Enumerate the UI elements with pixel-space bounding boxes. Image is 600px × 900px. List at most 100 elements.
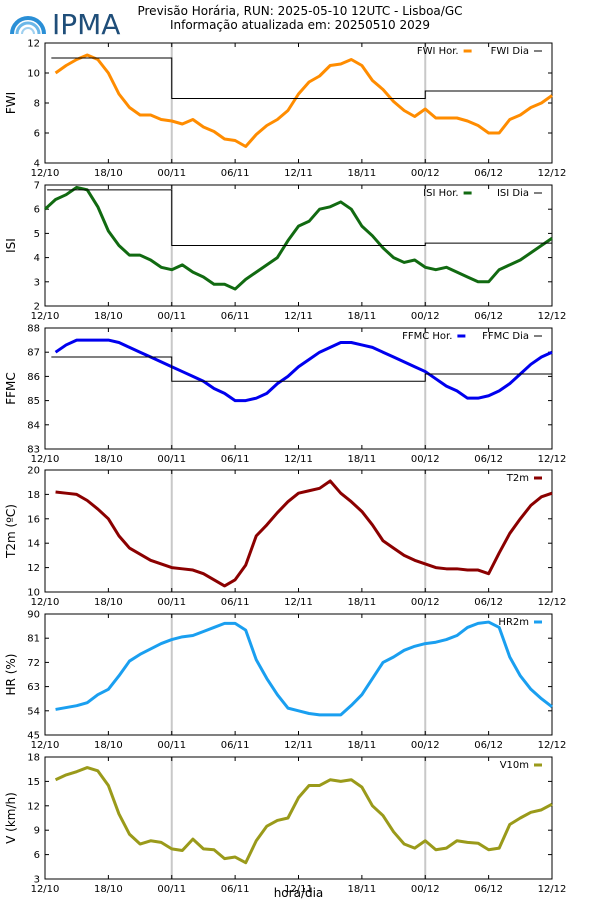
x-tick-label: 12/10 [31, 597, 60, 608]
x-tick-label: 06/11 [221, 597, 250, 608]
x-tick-label: 00/12 [411, 168, 440, 179]
ffmc-hourly-line [54, 338, 553, 403]
x-tick-label: 12/11 [284, 740, 313, 751]
legend-label: T2m [506, 473, 529, 484]
isi-panel: 12/10 18/10 00/11 06/11 12/11 18/11 00/12 06/12… [4, 181, 566, 323]
legend-label: ISI Dia [497, 188, 529, 199]
y-tick-label: 5 [34, 229, 40, 240]
y-tick-label: 12 [27, 563, 40, 574]
ffmc-frame [44, 327, 553, 450]
x-tick-label: 12/10 [31, 311, 60, 322]
legend-label: FFMC Hor. [402, 331, 452, 342]
title-line-1: Previsão Horária, RUN: 2025-05-10 12UTC … [137, 4, 463, 18]
y-tick-label: 54 [27, 706, 40, 717]
x-tick-label: 06/11 [221, 454, 250, 465]
x-tick-label: 06/11 [221, 168, 250, 179]
fwi-ylabel: FWI [4, 92, 18, 114]
x-tick-label: 00/11 [157, 597, 186, 608]
t2m-frame [44, 469, 553, 593]
x-tick-label: 06/12 [474, 884, 503, 895]
x-tick-label: 12/11 [284, 884, 313, 895]
x-tick-label: 12/11 [284, 311, 313, 322]
y-tick-label: 9 [34, 826, 40, 837]
x-tick-label: 06/12 [474, 454, 503, 465]
ffmc-ylabel: FFMC [4, 372, 18, 405]
x-tick-label: 12/12 [538, 884, 567, 895]
y-tick-label: 45 [27, 731, 40, 742]
ffmc-panel: 12/10 18/10 00/11 06/11 12/11 18/11 00/12 06/12… [4, 324, 567, 466]
y-tick-label: 90 [27, 610, 40, 621]
y-tick-label: 16 [27, 514, 40, 525]
hr2m-ylabel: HR (%) [4, 654, 18, 696]
x-tick-label: 18/11 [347, 311, 376, 322]
y-tick-label: 3 [34, 875, 40, 886]
v10m-hourly-line [54, 766, 553, 865]
x-tick-label: 00/11 [157, 454, 186, 465]
x-tick-label: 00/12 [411, 311, 440, 322]
x-tick-label: 12/10 [31, 884, 60, 895]
isi-hourly-line [43, 185, 553, 291]
x-tick-label: 18/11 [347, 740, 376, 751]
v10m-ylabel: V (km/h) [4, 792, 18, 844]
y-tick-label: 6 [34, 205, 40, 216]
fwi-frame [44, 42, 553, 164]
x-tick-label: 06/12 [474, 740, 503, 751]
x-tick-label: 12/12 [538, 740, 567, 751]
x-tick-label: 00/11 [157, 740, 186, 751]
y-tick-label: 12 [27, 39, 40, 50]
x-tick-label: 18/11 [347, 454, 376, 465]
isi-ylabel: ISI [4, 238, 18, 253]
x-tick-label: 18/10 [94, 740, 123, 751]
x-tick-label: 00/12 [411, 597, 440, 608]
title-line-2: Informação atualizada em: 20250510 2029 [169, 18, 431, 32]
x-axis-title: hora/dia [274, 886, 324, 900]
x-tick-label: 18/10 [94, 454, 123, 465]
y-tick-label: 81 [27, 634, 40, 645]
t2m-hourly-line [55, 479, 553, 588]
x-tick-label: 06/11 [221, 311, 250, 322]
y-tick-label: 4 [34, 253, 40, 264]
logo-text: IPMA [52, 8, 120, 40]
x-tick-label: 06/11 [221, 740, 250, 751]
x-tick-label: 00/12 [411, 740, 440, 751]
y-tick-label: 20 [27, 466, 40, 477]
x-tick-label: 12/11 [284, 454, 313, 465]
y-tick-label: 87 [27, 348, 40, 359]
x-tick-label: 12/12 [538, 168, 567, 179]
x-tick-label: 12/12 [538, 597, 567, 608]
x-tick-label: 12/11 [284, 168, 313, 179]
legend-label: FFMC Dia [482, 331, 529, 342]
y-tick-label: 3 [34, 277, 40, 288]
x-tick-label: 18/11 [347, 168, 376, 179]
hr2m-panel: 12/10 18/10 00/11 06/11 12/11 18/11 00/12 06/12… [4, 610, 567, 752]
x-tick-label: 18/10 [94, 597, 123, 608]
y-tick-label: 2 [34, 302, 40, 313]
x-tick-label: 00/12 [411, 884, 440, 895]
hr2m-hourly-line [55, 620, 553, 717]
y-tick-label: 4 [34, 159, 40, 170]
y-tick-label: 84 [27, 420, 40, 431]
x-tick-label: 12/11 [284, 597, 313, 608]
ffmc-daily-line [51, 356, 552, 382]
y-tick-label: 72 [27, 658, 40, 669]
y-tick-label: 18 [27, 490, 40, 501]
x-tick-label: 06/12 [474, 168, 503, 179]
legend-label: HR2m [498, 617, 529, 628]
x-tick-label: 18/11 [347, 884, 376, 895]
y-tick-label: 83 [27, 445, 40, 456]
legend-label: FWI Hor. [417, 46, 459, 57]
y-tick-label: 12 [27, 801, 40, 812]
x-tick-label: 12/10 [31, 740, 60, 751]
y-tick-label: 6 [34, 850, 40, 861]
y-tick-label: 10 [27, 69, 40, 80]
y-tick-label: 6 [34, 129, 40, 140]
t2m-panel: 12/10 18/10 00/11 06/11 12/11 18/11 00/12 06/12… [4, 466, 567, 609]
fwi-daily-line [51, 57, 552, 99]
x-tick-label: 12/12 [538, 454, 567, 465]
x-tick-label: 00/11 [157, 168, 186, 179]
legend-label: ISI Hor. [423, 188, 458, 199]
x-tick-label: 12/10 [31, 454, 60, 465]
fwi-panel: 12/10 18/10 00/11 06/11 12/11 18/11 00/12 06/12… [4, 39, 567, 180]
x-tick-label: 00/11 [157, 311, 186, 322]
